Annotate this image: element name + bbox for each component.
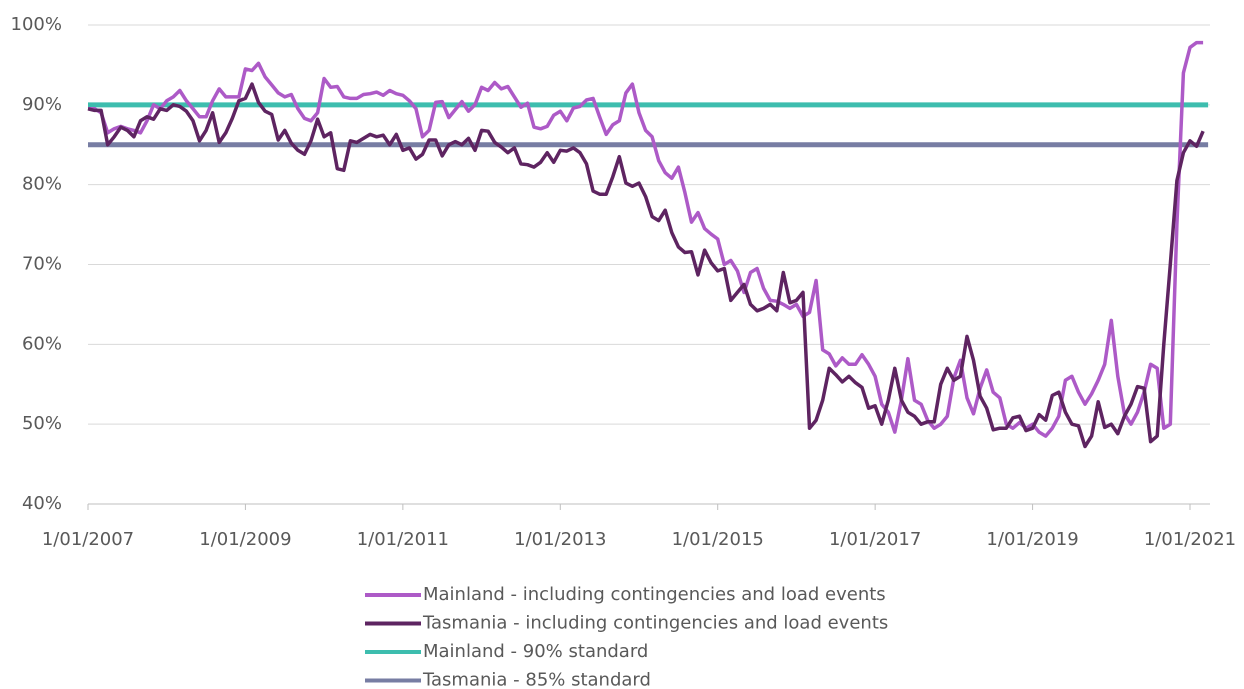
series-line [88,40,1204,438]
y-tick-label: 60% [22,333,62,354]
y-tick-label: 70% [22,254,62,275]
legend-label: Tasmania - 85% standard [422,670,651,689]
x-tick-label: 1/01/2007 [42,529,134,550]
x-tick-label: 1/01/2021 [1144,529,1236,550]
legend-label: Tasmania - including contingencies and l… [422,613,888,634]
legend-label: Mainland - 90% standard [423,641,648,662]
y-tick-label: 80% [22,174,62,195]
legend-label: Mainland - including contingencies and l… [423,584,886,605]
x-tick-label: 1/01/2017 [829,529,921,550]
series-line [87,82,1205,449]
x-tick-label: 1/01/2009 [199,529,291,550]
x-tick-label: 1/01/2013 [514,529,606,550]
y-tick-label: 90% [22,94,62,115]
x-tick-label: 1/01/2011 [357,529,449,550]
y-tick-label: 100% [11,14,62,35]
y-tick-label: 50% [22,413,62,434]
x-tick-label: 1/01/2015 [672,529,764,550]
y-tick-label: 40% [22,493,62,514]
x-tick-label: 1/01/2019 [986,529,1078,550]
